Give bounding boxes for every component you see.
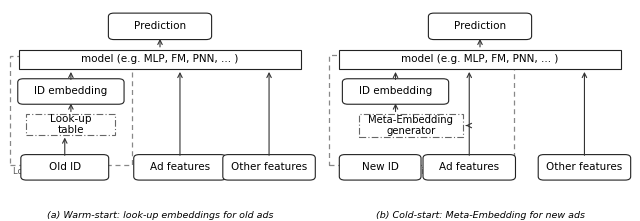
FancyBboxPatch shape — [339, 155, 421, 180]
FancyBboxPatch shape — [428, 13, 532, 40]
FancyBboxPatch shape — [423, 155, 515, 180]
Text: Look-up
table: Look-up table — [50, 114, 92, 135]
FancyBboxPatch shape — [342, 79, 449, 104]
FancyBboxPatch shape — [134, 155, 226, 180]
Text: Ad features: Ad features — [439, 162, 499, 172]
Text: New ID: New ID — [362, 162, 399, 172]
FancyBboxPatch shape — [21, 155, 109, 180]
FancyBboxPatch shape — [339, 50, 621, 69]
Text: Other features: Other features — [547, 162, 623, 172]
FancyBboxPatch shape — [19, 50, 301, 69]
Text: ID embedding: ID embedding — [35, 86, 108, 97]
Bar — [10, 57, 132, 165]
Text: model (e.g. MLP, FM, PNN, ... ): model (e.g. MLP, FM, PNN, ... ) — [401, 54, 559, 64]
Text: Old ID: Old ID — [49, 162, 81, 172]
Bar — [26, 114, 115, 135]
Text: (a) Warm-start: look-up embeddings for old ads: (a) Warm-start: look-up embeddings for o… — [47, 211, 273, 220]
FancyBboxPatch shape — [18, 79, 124, 104]
Text: model (e.g. MLP, FM, PNN, ... ): model (e.g. MLP, FM, PNN, ... ) — [81, 54, 239, 64]
Text: Prediction: Prediction — [134, 21, 186, 31]
Text: Meta-Embedding: Meta-Embedding — [364, 167, 435, 176]
FancyBboxPatch shape — [538, 155, 630, 180]
Text: (b) Cold-start: Meta-Embedding for new ads: (b) Cold-start: Meta-Embedding for new a… — [376, 211, 584, 220]
FancyBboxPatch shape — [223, 155, 316, 180]
Bar — [330, 55, 514, 165]
Text: Ad features: Ad features — [150, 162, 210, 172]
FancyBboxPatch shape — [108, 13, 212, 40]
Text: Prediction: Prediction — [454, 21, 506, 31]
Bar — [358, 114, 463, 137]
Text: Look-up embedding: Look-up embedding — [13, 167, 97, 176]
Text: Meta-Embedding
generator: Meta-Embedding generator — [369, 115, 453, 136]
Text: Other features: Other features — [231, 162, 307, 172]
Text: ID embedding: ID embedding — [359, 86, 432, 97]
